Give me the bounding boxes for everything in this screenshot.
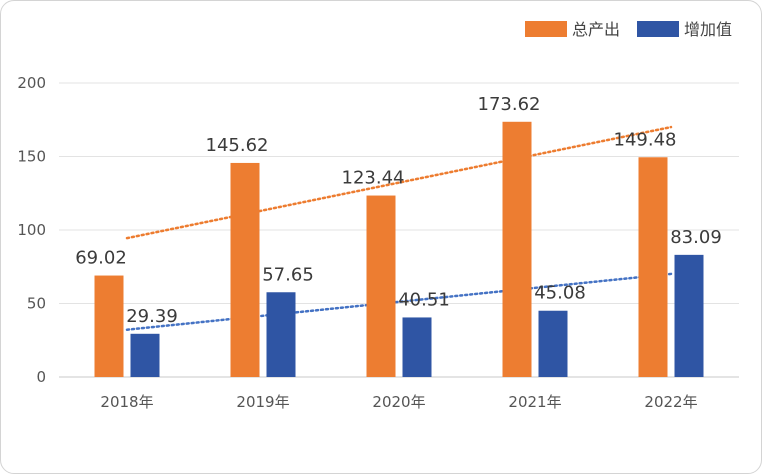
bars	[94, 121, 704, 378]
bar-total-output	[94, 275, 124, 377]
data-label-total-output: 69.02	[75, 248, 127, 269]
y-tick-label: 100	[17, 221, 46, 239]
bar-total-output	[366, 195, 396, 377]
legend: 总产出 增加值	[525, 20, 732, 39]
bar-value-added	[402, 317, 432, 377]
data-label-value-added: 29.39	[126, 306, 178, 327]
bar-total-output	[502, 121, 532, 378]
x-tick-label: 2022年	[644, 393, 697, 411]
trendlines	[125, 125, 673, 331]
y-axis-labels: 0 50 100 150 200	[17, 74, 46, 386]
legend-label-value-added: 增加值	[684, 20, 732, 39]
legend-swatch-total-output	[525, 21, 567, 37]
data-labels: 69.02 145.62 123.44 173.62 149.48 29.39 57.65 4…	[75, 94, 722, 327]
trendline-value-added	[125, 272, 673, 331]
bar-value-added	[130, 333, 160, 377]
bar-value-added	[674, 254, 704, 377]
trendline-total-output	[125, 125, 673, 240]
bar-value-added	[538, 310, 568, 377]
x-tick-label: 2020年	[372, 393, 425, 411]
legend-swatch-value-added	[637, 21, 679, 37]
y-tick-label: 150	[17, 148, 46, 166]
data-label-total-output: 145.62	[206, 135, 269, 156]
x-tick-label: 2021年	[508, 393, 561, 411]
y-tick-label: 50	[27, 295, 46, 313]
data-label-total-output: 123.44	[342, 168, 405, 189]
y-tick-label: 200	[17, 74, 46, 92]
data-label-total-output: 173.62	[478, 94, 541, 115]
data-label-value-added: 40.51	[398, 289, 450, 310]
data-label-value-added: 45.08	[534, 283, 586, 304]
x-axis-labels: 2018年 2019年 2020年 2021年 2022年	[100, 393, 697, 411]
bar-value-added	[266, 292, 296, 377]
data-label-value-added: 57.65	[262, 264, 314, 285]
legend-label-total-output: 总产出	[572, 20, 620, 39]
data-label-value-added: 83.09	[670, 227, 722, 248]
bar-total-output	[230, 162, 260, 377]
x-tick-label: 2019年	[236, 393, 289, 411]
x-tick-label: 2018年	[100, 393, 153, 411]
y-tick-label: 0	[36, 368, 46, 386]
data-label-total-output: 149.48	[614, 129, 677, 150]
bar-total-output	[638, 157, 668, 377]
